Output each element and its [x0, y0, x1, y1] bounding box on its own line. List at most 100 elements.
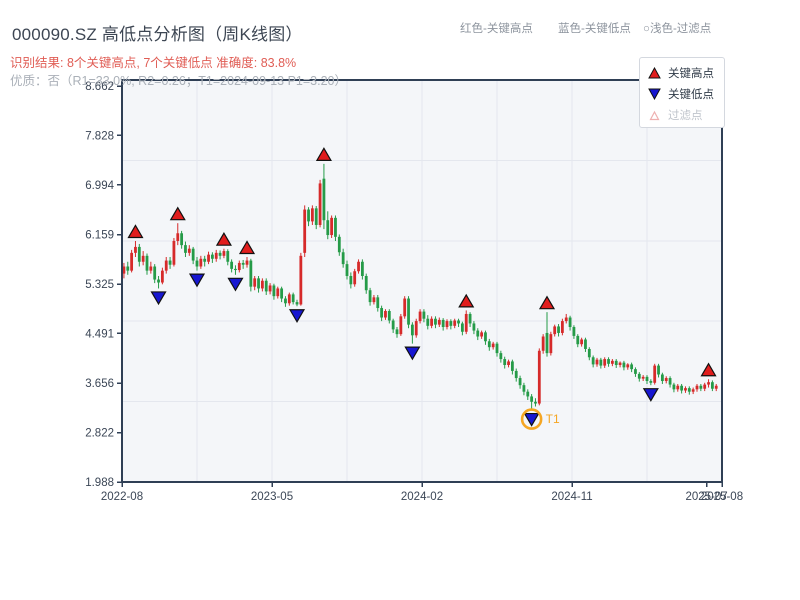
candle-body [307, 209, 310, 222]
candle-body [322, 178, 326, 221]
candle-body [610, 360, 614, 364]
key-low-marker [227, 277, 244, 292]
candle-body [284, 298, 287, 304]
candle-body [672, 384, 676, 390]
y-tick-label: 4.491 [85, 328, 114, 340]
candle-body [464, 313, 468, 332]
candle-body [437, 319, 441, 325]
candle-body [195, 260, 199, 267]
candle-body [360, 261, 364, 276]
candle-body [168, 260, 172, 265]
candle-body [634, 369, 637, 374]
candle-body [241, 262, 245, 265]
key-high-marker [700, 362, 717, 377]
candle-body [268, 285, 272, 292]
candle-body [395, 329, 399, 335]
candle-body [557, 326, 560, 333]
candle-body [187, 248, 191, 253]
y-tick-label: 3.656 [85, 378, 114, 390]
candle-body [176, 233, 180, 241]
candle-body [330, 217, 334, 236]
candle-body [560, 321, 564, 333]
t1-highlight-ring [520, 408, 543, 430]
candle-body [534, 401, 537, 404]
candle-body [387, 310, 391, 321]
candle-body [368, 290, 372, 303]
candle-body [468, 313, 472, 324]
candle-body [480, 332, 484, 337]
candle-body [199, 258, 203, 267]
candle-body [180, 233, 184, 246]
candle-body [310, 208, 314, 222]
candle-body [491, 343, 495, 348]
candle-body [207, 254, 210, 262]
candle-body [226, 251, 230, 262]
candle-body [237, 262, 241, 271]
candle-body [499, 353, 503, 360]
legend-label: 关键低点 [668, 88, 714, 101]
candle-body [318, 183, 322, 225]
candle-body [445, 321, 449, 328]
quality-result-text: 优质：否（R1=33.0%, R2=0.26；T1=2024-09-13 P1=… [10, 74, 347, 88]
candle-body [245, 260, 249, 265]
y-tick-label: 8.662 [85, 81, 114, 93]
candle-body [407, 298, 410, 325]
candle-body [495, 343, 499, 354]
candle-body [660, 374, 664, 382]
candle-body [526, 391, 530, 397]
candle-body [572, 327, 576, 336]
candle-body [714, 385, 718, 389]
y-tick-label: 2.822 [85, 428, 114, 440]
candle-body [564, 317, 568, 322]
candle-body [234, 268, 237, 271]
candle-body [141, 255, 145, 262]
candle-body [164, 260, 168, 271]
candle-body [507, 361, 510, 365]
key-high-marker [127, 224, 144, 239]
candle-body [334, 217, 337, 237]
key-high-marker [238, 240, 256, 255]
candle-body [418, 311, 422, 322]
candle-body [276, 288, 280, 297]
candle-body [295, 302, 299, 305]
x-tick-label: 2025-07 [686, 491, 728, 503]
candle-body [430, 318, 434, 326]
up-triangle-icon [648, 66, 661, 78]
candle-body [153, 266, 157, 280]
candle-body [591, 357, 595, 365]
candle-body [403, 298, 407, 317]
candle-body [657, 365, 660, 375]
candle-body [134, 246, 137, 253]
candle-body [218, 252, 222, 256]
up-triangle-outline-icon [649, 110, 660, 120]
candle-body [684, 388, 687, 391]
candle-body [607, 359, 610, 364]
x-tick-label: 2024-11 [551, 491, 592, 503]
candle-body [341, 252, 345, 265]
candle-body [376, 297, 380, 309]
candle-body [145, 255, 149, 271]
hint-key-high: 红色-关键高点 [460, 23, 533, 35]
candle-body [637, 373, 641, 379]
candle-body [553, 326, 557, 335]
candle-body [514, 370, 518, 379]
candle-body [630, 364, 634, 370]
candle-body [422, 311, 426, 319]
candle-body [391, 320, 395, 330]
candle-body [576, 335, 580, 345]
x-tick-label: 2025-08 [701, 491, 743, 503]
candle-body [530, 396, 534, 402]
key-low-marker [404, 346, 421, 361]
x-tick-label: 2024-02 [401, 491, 443, 503]
candle-body [191, 248, 195, 261]
key-high-marker [169, 206, 186, 221]
x-tick-label: 2023-05 [251, 491, 293, 503]
candle-body [303, 209, 307, 253]
candle-body [580, 339, 584, 345]
key-high-marker [315, 147, 332, 161]
candle-body [384, 310, 387, 318]
candle-body [126, 266, 130, 271]
legend-item-filtered: 过滤点 [648, 104, 724, 125]
candle-body [476, 330, 480, 337]
candle-body [214, 252, 218, 259]
